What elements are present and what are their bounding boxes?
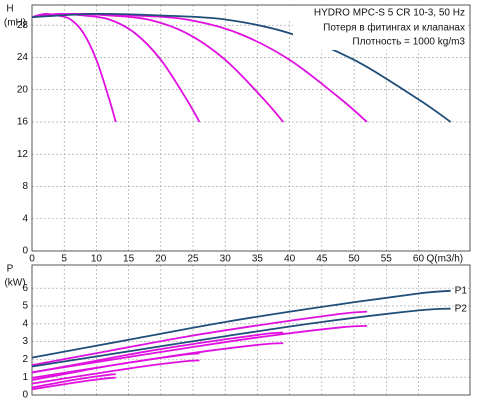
- x-tick-label: 30: [220, 254, 232, 265]
- y-tick-label: 4: [22, 213, 28, 224]
- series-label: P2: [455, 303, 468, 314]
- curve: [31, 325, 367, 374]
- plot-area: [32, 265, 470, 395]
- series-label: P1: [455, 285, 468, 296]
- y-tick-label: 6: [22, 283, 28, 294]
- plot-frame: [31, 264, 471, 396]
- curve: [31, 331, 284, 374]
- curve: [31, 12, 452, 123]
- y-tick-label: 2: [22, 354, 28, 365]
- y-tick-label: 0: [22, 390, 28, 400]
- y-axis-label: H: [6, 4, 13, 15]
- y-tick-label: 20: [17, 84, 29, 95]
- x-axis-label: Q(m3/h): [426, 254, 463, 265]
- chart-title: HYDRO MPC-S 5 CR 10-3, 50 Hz: [314, 8, 465, 19]
- y-tick-label: 4: [22, 318, 28, 329]
- y-tick-label: 0: [22, 246, 28, 257]
- title-box: [283, 6, 467, 20]
- y-axis-unit: (mH): [4, 18, 26, 29]
- x-tick-label: 50: [348, 254, 360, 265]
- y-axis-unit: (kW): [4, 278, 25, 289]
- x-tick-label: 10: [91, 254, 103, 265]
- x-tick-label: 0: [29, 254, 35, 265]
- curve: [31, 310, 368, 366]
- x-tick-label: 20: [155, 254, 167, 265]
- x-tick-label: 15: [123, 254, 135, 265]
- y-tick-label: 28: [17, 20, 29, 31]
- annotation: Плотность = 1000 kg/m3: [352, 37, 465, 48]
- x-tick-label: 60: [413, 254, 425, 265]
- y-tick-label: 1: [22, 372, 28, 383]
- x-tick-label: 35: [252, 254, 264, 265]
- curve: [31, 373, 116, 389]
- curve: [31, 359, 200, 385]
- y-tick-label: 5: [22, 301, 28, 312]
- x-tick-label: 25: [187, 254, 199, 265]
- x-tick-label: 40: [284, 254, 296, 265]
- curve: [31, 289, 451, 359]
- y-tick-label: 24: [17, 52, 29, 63]
- notes-box: [293, 20, 467, 50]
- curve: [31, 307, 451, 368]
- y-tick-label: 8: [22, 181, 28, 192]
- y-tick-label: 12: [17, 149, 29, 160]
- annotation: Потеря в фитингах и клапанах: [323, 22, 465, 34]
- y-tick-label: 16: [17, 117, 29, 128]
- x-tick-label: 45: [316, 254, 328, 265]
- curve: [31, 376, 116, 391]
- curve: [31, 342, 284, 379]
- plot-frame: [31, 4, 471, 252]
- y-axis-label: P: [7, 264, 14, 275]
- x-tick-label: 55: [381, 254, 393, 265]
- x-tick-label: 5: [61, 254, 67, 265]
- curve: [31, 12, 117, 123]
- y-tick-label: 3: [22, 336, 28, 347]
